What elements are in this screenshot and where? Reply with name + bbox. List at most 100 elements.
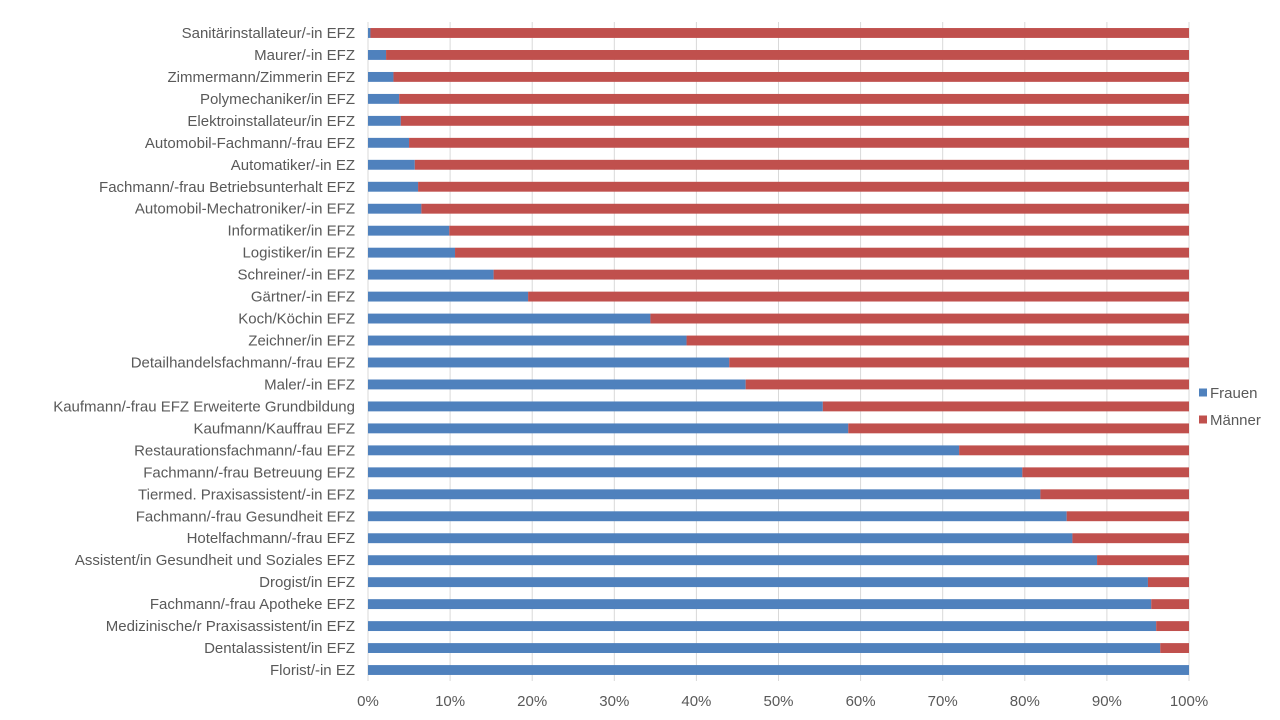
- bar-m-nner: [493, 269, 1189, 280]
- bar-frauen: [368, 115, 401, 126]
- bar-frauen: [368, 335, 687, 346]
- category-label: Hotelfachmann/-frau EFZ: [187, 530, 355, 547]
- bar-m-nner: [959, 445, 1189, 456]
- bar-frauen: [368, 269, 494, 280]
- x-tick-label: 60%: [846, 693, 876, 710]
- category-label: Detailhandelsfachmann/-frau EFZ: [131, 354, 355, 371]
- category-label: Tiermed. Praxisassistent/-in EFZ: [138, 486, 355, 503]
- bar-m-nner: [528, 291, 1189, 302]
- bar-frauen: [368, 577, 1148, 588]
- bar-m-nner: [370, 28, 1189, 38]
- bar-m-nner: [729, 357, 1189, 368]
- bar-m-nner: [1147, 577, 1189, 588]
- bar-frauen: [368, 379, 746, 390]
- bar-frauen: [368, 50, 387, 60]
- x-tick-label: 20%: [517, 693, 547, 710]
- bar-m-nner: [650, 313, 1189, 324]
- category-label: Dentalassistent/in EFZ: [204, 640, 355, 657]
- bar-m-nner: [686, 335, 1189, 346]
- category-label: Automatiker/-in EZ: [231, 157, 355, 174]
- bar-m-nner: [393, 71, 1189, 82]
- x-tick-label: 40%: [681, 693, 711, 710]
- bar-frauen: [368, 225, 450, 236]
- category-label: Polymechaniker/in EFZ: [200, 91, 355, 108]
- x-tick-label: 90%: [1092, 693, 1122, 710]
- bar-m-nner: [1156, 621, 1189, 632]
- category-label: Maler/-in EFZ: [264, 376, 355, 393]
- bar-m-nner: [1040, 489, 1189, 500]
- bar-frauen: [368, 599, 1152, 610]
- x-axis-tick-labels: 0% 10% 20% 30% 40% 50% 60% 70% 80% 90% 100%: [357, 693, 1208, 710]
- bar-frauen: [368, 467, 1023, 478]
- category-label: Elektroinstallateur/in EFZ: [187, 113, 355, 130]
- bar-m-nner: [449, 225, 1189, 236]
- bars: [368, 28, 1190, 675]
- category-label: Maurer/-in EFZ: [254, 47, 355, 64]
- category-label: Koch/Köchin EFZ: [238, 311, 355, 328]
- bar-m-nner: [1151, 599, 1189, 610]
- bar-m-nner: [822, 401, 1189, 412]
- x-tick-label: 100%: [1170, 693, 1208, 710]
- bar-m-nner: [1160, 643, 1189, 653]
- category-label: Fachmann/-frau Apotheke EFZ: [150, 596, 355, 613]
- category-label: Automobil-Mechatroniker/-in EFZ: [135, 201, 355, 218]
- category-label: Drogist/in EFZ: [259, 574, 355, 591]
- bar-frauen: [368, 533, 1073, 544]
- bar-m-nner: [1066, 511, 1189, 522]
- bar-frauen: [368, 665, 1189, 675]
- category-label: Gärtner/-in EFZ: [251, 289, 355, 306]
- category-label: Kaufmann/-frau EFZ Erweiterte Grundbildu…: [53, 398, 355, 415]
- bar-frauen: [368, 203, 422, 214]
- bar-m-nner: [745, 379, 1189, 390]
- x-tick-label: 50%: [763, 693, 793, 710]
- bar-frauen: [368, 28, 371, 38]
- legend: Frauen Männer: [1199, 385, 1261, 429]
- bar-frauen: [368, 423, 849, 434]
- category-label: Informatiker/in EFZ: [227, 223, 355, 240]
- bar-frauen: [368, 621, 1157, 632]
- category-label: Restaurationsfachmann/-fau EFZ: [134, 442, 355, 459]
- bar-frauen: [368, 291, 529, 302]
- bar-frauen: [368, 555, 1098, 566]
- category-label: Schreiner/-in EFZ: [237, 267, 355, 284]
- category-label: Zeichner/in EFZ: [248, 333, 355, 350]
- bar-frauen: [368, 247, 456, 258]
- x-tick-label: 30%: [599, 693, 629, 710]
- category-labels: Sanitärinstallateur/-in EFZ Maurer/-in EF…: [53, 25, 355, 679]
- bar-m-nner: [409, 137, 1189, 148]
- bar-m-nner: [455, 247, 1189, 258]
- x-tick-label: 0%: [357, 693, 379, 710]
- bar-frauen: [368, 357, 730, 368]
- bar-frauen: [368, 313, 651, 324]
- bar-m-nner: [848, 423, 1189, 434]
- bar-frauen: [368, 71, 394, 82]
- bar-m-nner: [400, 115, 1190, 126]
- category-label: Florist/-in EZ: [270, 662, 355, 679]
- bar-m-nner: [414, 159, 1189, 170]
- gridlines: [367, 22, 1190, 681]
- bar-m-nner: [418, 181, 1189, 192]
- legend-swatch: [1199, 388, 1207, 397]
- bar-frauen: [368, 445, 960, 456]
- bar-m-nner: [386, 50, 1189, 60]
- category-label: Fachmann/-frau Betreuung EFZ: [143, 464, 355, 481]
- category-label: Logistiker/in EFZ: [242, 245, 355, 262]
- category-label: Kaufmann/Kauffrau EFZ: [194, 420, 355, 437]
- bar-frauen: [368, 181, 419, 192]
- category-label: Fachmann/-frau Betriebsunterhalt EFZ: [99, 179, 355, 196]
- bar-frauen: [368, 401, 823, 412]
- category-label: Sanitärinstallateur/-in EFZ: [182, 25, 355, 42]
- bar-m-nner: [1072, 533, 1189, 544]
- legend-swatch: [1199, 415, 1207, 424]
- category-label: Assistent/in Gesundheit und Soziales EFZ: [75, 552, 355, 569]
- category-label: Fachmann/-frau Gesundheit EFZ: [136, 508, 355, 525]
- bar-frauen: [368, 159, 415, 170]
- legend-label: Männer: [1210, 412, 1261, 429]
- category-label: Zimmermann/Zimmerin EFZ: [167, 69, 355, 86]
- bar-m-nner: [1022, 467, 1189, 478]
- category-label: Medizinische/r Praxisassistent/in EFZ: [106, 618, 355, 635]
- legend-label: Frauen: [1210, 385, 1258, 402]
- bar-m-nner: [421, 203, 1189, 214]
- bar-frauen: [368, 137, 410, 148]
